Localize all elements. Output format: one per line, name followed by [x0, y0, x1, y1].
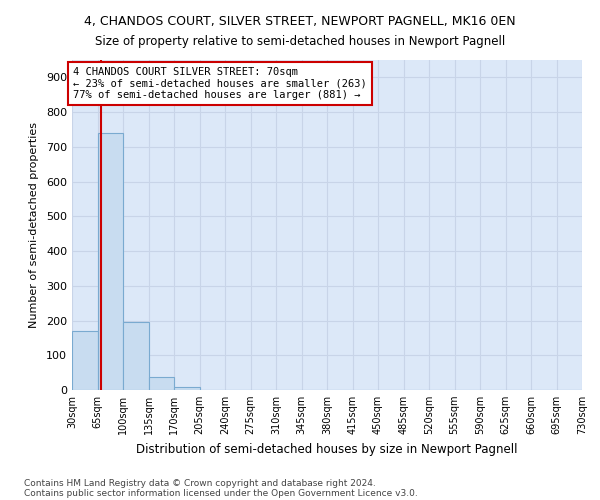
Text: 4 CHANDOS COURT SILVER STREET: 70sqm
← 23% of semi-detached houses are smaller (: 4 CHANDOS COURT SILVER STREET: 70sqm ← 2… [73, 67, 367, 100]
Bar [149, 377, 174, 390]
Text: Contains public sector information licensed under the Open Government Licence v3: Contains public sector information licen… [24, 488, 418, 498]
Bar [97, 133, 123, 390]
X-axis label: Distribution of semi-detached houses by size in Newport Pagnell: Distribution of semi-detached houses by … [136, 442, 518, 456]
Bar [72, 331, 97, 390]
Text: Contains HM Land Registry data © Crown copyright and database right 2024.: Contains HM Land Registry data © Crown c… [24, 478, 376, 488]
Bar [123, 322, 149, 390]
Text: Size of property relative to semi-detached houses in Newport Pagnell: Size of property relative to semi-detach… [95, 35, 505, 48]
Y-axis label: Number of semi-detached properties: Number of semi-detached properties [29, 122, 39, 328]
Text: 4, CHANDOS COURT, SILVER STREET, NEWPORT PAGNELL, MK16 0EN: 4, CHANDOS COURT, SILVER STREET, NEWPORT… [84, 15, 516, 28]
Bar [174, 386, 199, 390]
